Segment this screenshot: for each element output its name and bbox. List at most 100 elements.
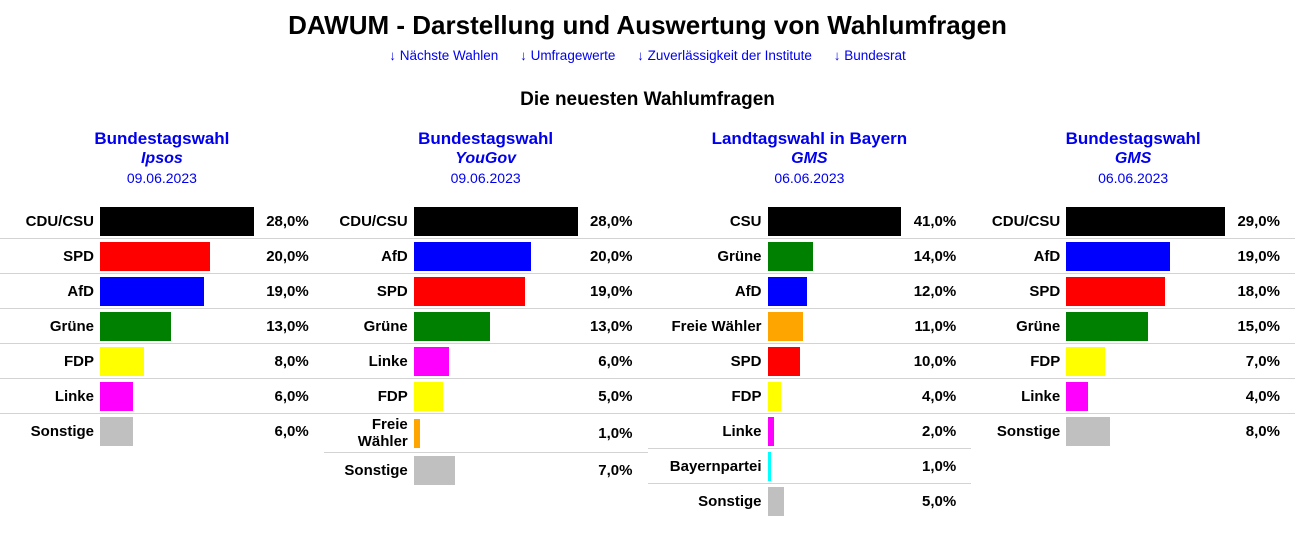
party-label: CDU/CSU bbox=[991, 212, 1061, 230]
nav-link-bundesrat[interactable]: ↓ Bundesrat bbox=[833, 48, 906, 63]
party-value: 2,0% bbox=[922, 422, 957, 440]
party-label: Linke bbox=[722, 422, 762, 440]
poll-date[interactable]: 09.06.2023 bbox=[450, 170, 521, 186]
party-label: FDP bbox=[64, 352, 94, 370]
party-value: 20,0% bbox=[266, 247, 309, 265]
party-value: 13,0% bbox=[266, 317, 309, 335]
party-label: AfD bbox=[67, 282, 94, 300]
party-row: FDP 8,0% bbox=[0, 343, 324, 378]
party-label: SPD bbox=[1029, 282, 1061, 300]
party-label: Linke bbox=[368, 352, 408, 370]
party-bar bbox=[413, 381, 443, 411]
party-row: Bayernpartei 1,0% bbox=[647, 448, 972, 483]
party-bar bbox=[100, 206, 254, 236]
party-bar bbox=[100, 311, 172, 341]
poll-date[interactable]: 09.06.2023 bbox=[126, 170, 197, 186]
party-bar bbox=[413, 206, 578, 236]
party-label: FDP bbox=[1030, 352, 1061, 370]
party-label: CSU bbox=[729, 212, 762, 230]
party-value: 28,0% bbox=[589, 212, 633, 230]
bar-area bbox=[100, 206, 254, 236]
institute-name[interactable]: Ipsos bbox=[140, 150, 183, 167]
nav-link-umfragewerte[interactable]: ↓ Umfragewerte bbox=[520, 48, 616, 63]
party-label: AfD bbox=[1033, 247, 1061, 265]
party-row: SPD 19,0% bbox=[323, 273, 648, 308]
party-label: AfD bbox=[381, 247, 408, 265]
party-value: 29,0% bbox=[1237, 212, 1280, 230]
poll-header-link[interactable]: Bundestagswahl GMS 06.06.2023 bbox=[971, 128, 1295, 187]
bar-area bbox=[413, 206, 578, 236]
party-value: 5,0% bbox=[598, 387, 633, 405]
party-bar bbox=[413, 311, 490, 341]
institute-name[interactable]: GMS bbox=[791, 150, 828, 167]
election-title[interactable]: Landtagswahl in Bayern bbox=[711, 129, 908, 148]
party-bar bbox=[413, 241, 531, 271]
party-bar bbox=[413, 276, 525, 306]
party-label: Grüne bbox=[49, 317, 94, 335]
party-row: Freie Wähler 11,0% bbox=[647, 308, 972, 343]
bar-area bbox=[1066, 241, 1225, 271]
party-row: Freie Wähler 1,0% bbox=[323, 413, 648, 452]
party-row: AfD 19,0% bbox=[971, 238, 1295, 273]
party-value: 1,0% bbox=[922, 457, 957, 475]
party-row: Linke 6,0% bbox=[323, 343, 648, 378]
party-row: Grüne 15,0% bbox=[971, 308, 1295, 343]
party-value: 13,0% bbox=[589, 317, 633, 335]
poll-header-link[interactable]: Bundestagswahl YouGov 09.06.2023 bbox=[324, 128, 648, 187]
bar-area bbox=[767, 346, 902, 376]
party-value: 12,0% bbox=[913, 282, 957, 300]
party-label: Sonstige bbox=[698, 492, 762, 510]
poll-header-link[interactable]: Bundestagswahl Ipsos 09.06.2023 bbox=[0, 128, 324, 187]
poll-header-link[interactable]: Landtagswahl in Bayern GMS 06.06.2023 bbox=[648, 128, 972, 187]
bar-area bbox=[1066, 346, 1225, 376]
party-value: 14,0% bbox=[913, 247, 957, 265]
party-row: FDP 4,0% bbox=[647, 378, 972, 413]
nav-link-zuverlaessigkeit[interactable]: ↓ Zuverlässigkeit der Institute bbox=[637, 48, 812, 63]
poll-date[interactable]: 06.06.2023 bbox=[774, 170, 845, 186]
party-bar bbox=[1066, 206, 1225, 236]
bar-area bbox=[100, 241, 254, 271]
bar-area bbox=[1066, 276, 1225, 306]
party-value: 4,0% bbox=[1245, 387, 1280, 405]
party-row: CSU 41,0% bbox=[648, 204, 972, 238]
institute-name[interactable]: GMS bbox=[1114, 150, 1152, 167]
party-bar bbox=[767, 381, 781, 411]
party-value: 6,0% bbox=[274, 422, 309, 440]
party-row: Linke 6,0% bbox=[0, 378, 324, 413]
party-bar bbox=[1066, 241, 1171, 271]
party-bar bbox=[767, 311, 804, 341]
bar-area bbox=[1066, 381, 1225, 411]
nav-link-naechste-wahlen[interactable]: ↓ Nächste Wahlen bbox=[389, 48, 499, 63]
bar-area bbox=[100, 381, 254, 411]
party-label: CDU/CSU bbox=[25, 212, 94, 230]
bar-area bbox=[767, 486, 902, 516]
party-row: CDU/CSU 29,0% bbox=[971, 204, 1295, 238]
election-title[interactable]: Bundestagswahl bbox=[418, 129, 554, 148]
party-bar bbox=[413, 418, 420, 448]
party-bar bbox=[767, 486, 784, 516]
bar-area bbox=[1066, 416, 1225, 446]
party-row: CDU/CSU 28,0% bbox=[324, 204, 648, 238]
party-row: Sonstige 6,0% bbox=[0, 413, 324, 448]
party-label: Grüne bbox=[363, 317, 408, 335]
bar-area bbox=[413, 381, 578, 411]
party-bar bbox=[413, 346, 449, 376]
party-row: AfD 12,0% bbox=[647, 273, 972, 308]
party-label: Sonstige bbox=[30, 422, 94, 440]
latest-polls-charts: Bundestagswahl Ipsos 09.06.2023 CDU/CSU … bbox=[0, 128, 1295, 518]
party-bar bbox=[1066, 311, 1149, 341]
bar-area bbox=[767, 451, 902, 481]
party-bar bbox=[1066, 346, 1105, 376]
party-row: FDP 5,0% bbox=[323, 378, 648, 413]
poll-date[interactable]: 06.06.2023 bbox=[1098, 170, 1169, 186]
party-bar bbox=[767, 206, 902, 236]
party-bar bbox=[767, 451, 771, 481]
election-title[interactable]: Bundestagswahl bbox=[94, 129, 230, 148]
institute-name[interactable]: YouGov bbox=[455, 150, 516, 167]
party-label: Freie Wähler bbox=[357, 416, 408, 450]
party-label: Sonstige bbox=[996, 422, 1061, 440]
election-title[interactable]: Bundestagswahl bbox=[1065, 129, 1201, 148]
party-value: 7,0% bbox=[598, 461, 633, 479]
party-label: Freie Wähler bbox=[671, 317, 762, 335]
bar-area bbox=[767, 241, 902, 271]
